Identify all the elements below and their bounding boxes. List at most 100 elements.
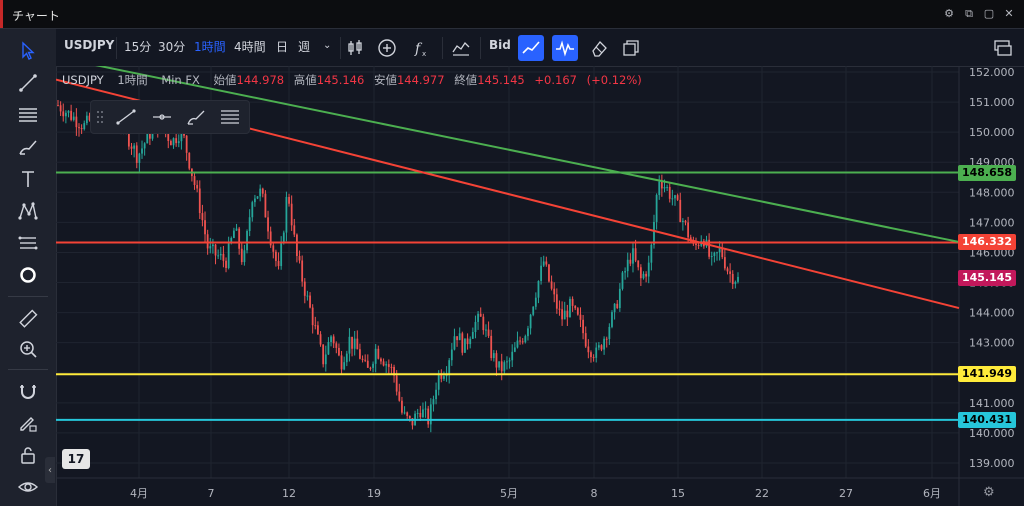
candle-body: [464, 338, 466, 353]
candle-body: [498, 361, 500, 368]
draw-horizontal-ray-icon[interactable]: [149, 106, 175, 128]
candle-body: [432, 399, 435, 405]
magnet-icon[interactable]: [10, 377, 46, 405]
candle-body: [172, 138, 175, 146]
candle-body: [403, 412, 406, 414]
candle-body: [521, 341, 524, 343]
close-icon[interactable]: ✕: [1004, 7, 1014, 20]
candle-body: [212, 244, 214, 247]
candle-body: [254, 198, 256, 203]
candle-body: [227, 242, 230, 268]
chart-area[interactable]: 152.000 151.000 150.000 149.000 148.000 147.0…: [56, 66, 1024, 506]
eye-icon[interactable]: [10, 473, 46, 501]
candle-body: [571, 298, 574, 306]
candle-body: [534, 297, 537, 307]
candle-body: [80, 128, 83, 130]
cyan-line-price-tag: 140.431: [958, 411, 1016, 428]
timeframe-dropdown-icon[interactable]: ⌄: [323, 40, 332, 51]
candle-body: [477, 313, 479, 322]
settings-icon[interactable]: ⚙: [944, 7, 954, 20]
symbol-button[interactable]: USDJPY: [64, 38, 115, 52]
chart-settings-icon[interactable]: ⚙: [983, 485, 995, 500]
timeframe-1h[interactable]: 1時間: [194, 40, 226, 54]
external-link-icon[interactable]: ⧉: [965, 7, 973, 20]
candle-body: [251, 202, 254, 218]
sidebar-collapse-button[interactable]: ‹: [45, 457, 55, 483]
candle-body: [558, 308, 561, 310]
legend-close-value: 145.145: [477, 73, 525, 87]
price-chart[interactable]: 152.000151.000150.000149.000148.000147.0…: [56, 66, 1024, 506]
unlock-icon[interactable]: [10, 441, 46, 469]
trend-line-icon[interactable]: [10, 69, 46, 97]
legend-open-label: 始値: [213, 73, 237, 87]
restore-icon[interactable]: ▢: [983, 7, 995, 20]
cursor-icon[interactable]: [10, 37, 46, 65]
candle-body: [592, 357, 595, 359]
candle-body: [298, 255, 301, 261]
fib-icon[interactable]: [10, 101, 46, 129]
pattern-icon[interactable]: [10, 197, 46, 225]
candle-body: [516, 340, 519, 348]
add-indicator-icon[interactable]: [374, 35, 400, 61]
candle-body: [658, 181, 661, 196]
pencil-lock-icon[interactable]: [10, 409, 46, 437]
candle-body: [214, 244, 217, 256]
timeframe-30m[interactable]: 30分: [158, 40, 186, 54]
candle-body: [582, 319, 584, 334]
draw-trendline-icon[interactable]: [113, 106, 139, 128]
compare-icon[interactable]: [448, 35, 474, 61]
candle-body: [209, 246, 212, 249]
pulse-chart-toggle-icon[interactable]: [552, 35, 578, 61]
candle-body: [408, 415, 411, 419]
timeframe-15m[interactable]: 15分: [124, 40, 152, 54]
line-chart-toggle-icon[interactable]: [518, 35, 544, 61]
eraser-icon[interactable]: [586, 35, 612, 61]
candle-body: [511, 351, 514, 361]
candle-body: [387, 364, 390, 367]
price-axis-label: 147.000: [969, 216, 1015, 229]
candlestick-type-icon[interactable]: [342, 35, 368, 61]
price-source-button[interactable]: Bid: [489, 38, 511, 52]
candle-body: [235, 228, 238, 231]
timeframe-day[interactable]: 日: [276, 40, 289, 54]
candle-body: [632, 248, 634, 264]
timeframe-4h[interactable]: 4時間: [234, 40, 266, 54]
draw-brush-icon[interactable]: [183, 106, 209, 128]
circle-icon[interactable]: [10, 261, 46, 289]
ohlc-legend: USDJPY 1時間 Min FX 始値144.978 高値145.146 安値…: [62, 72, 648, 88]
candle-body: [608, 326, 611, 340]
candle-body: [469, 338, 472, 345]
candle-body: [653, 221, 655, 245]
candle-body: [301, 260, 304, 282]
candle-body: [361, 358, 364, 360]
clone-icon[interactable]: [618, 35, 644, 61]
candle-body: [443, 376, 445, 379]
price-axis-label: 140.000: [969, 427, 1015, 440]
draw-fib-icon[interactable]: [217, 106, 243, 128]
candle-body: [579, 314, 582, 320]
candle-body: [466, 338, 469, 345]
candle-body: [448, 360, 451, 375]
layout-icon[interactable]: [988, 35, 1018, 61]
zoom-in-icon[interactable]: [10, 335, 46, 363]
drag-handle-icon[interactable]: [93, 106, 107, 128]
timeframe-week[interactable]: 週: [298, 40, 311, 54]
candle-body: [416, 412, 419, 414]
ruler-icon[interactable]: [10, 305, 46, 333]
candle-body: [731, 273, 734, 285]
candle-body: [248, 217, 251, 231]
candle-body: [553, 288, 556, 295]
text-icon[interactable]: [10, 165, 46, 193]
floating-drawing-toolbar[interactable]: [90, 100, 250, 134]
brush-icon[interactable]: [10, 133, 46, 161]
measure-lines-icon[interactable]: [10, 229, 46, 257]
candle-body: [642, 273, 645, 279]
candle-body: [453, 336, 456, 350]
candle-body: [666, 186, 669, 188]
candle-body: [322, 344, 325, 365]
candle-body: [419, 412, 422, 418]
last-price-tag: 145.145: [958, 270, 1016, 287]
candle-body: [143, 143, 146, 149]
legend-low-value: 144.977: [396, 73, 445, 87]
